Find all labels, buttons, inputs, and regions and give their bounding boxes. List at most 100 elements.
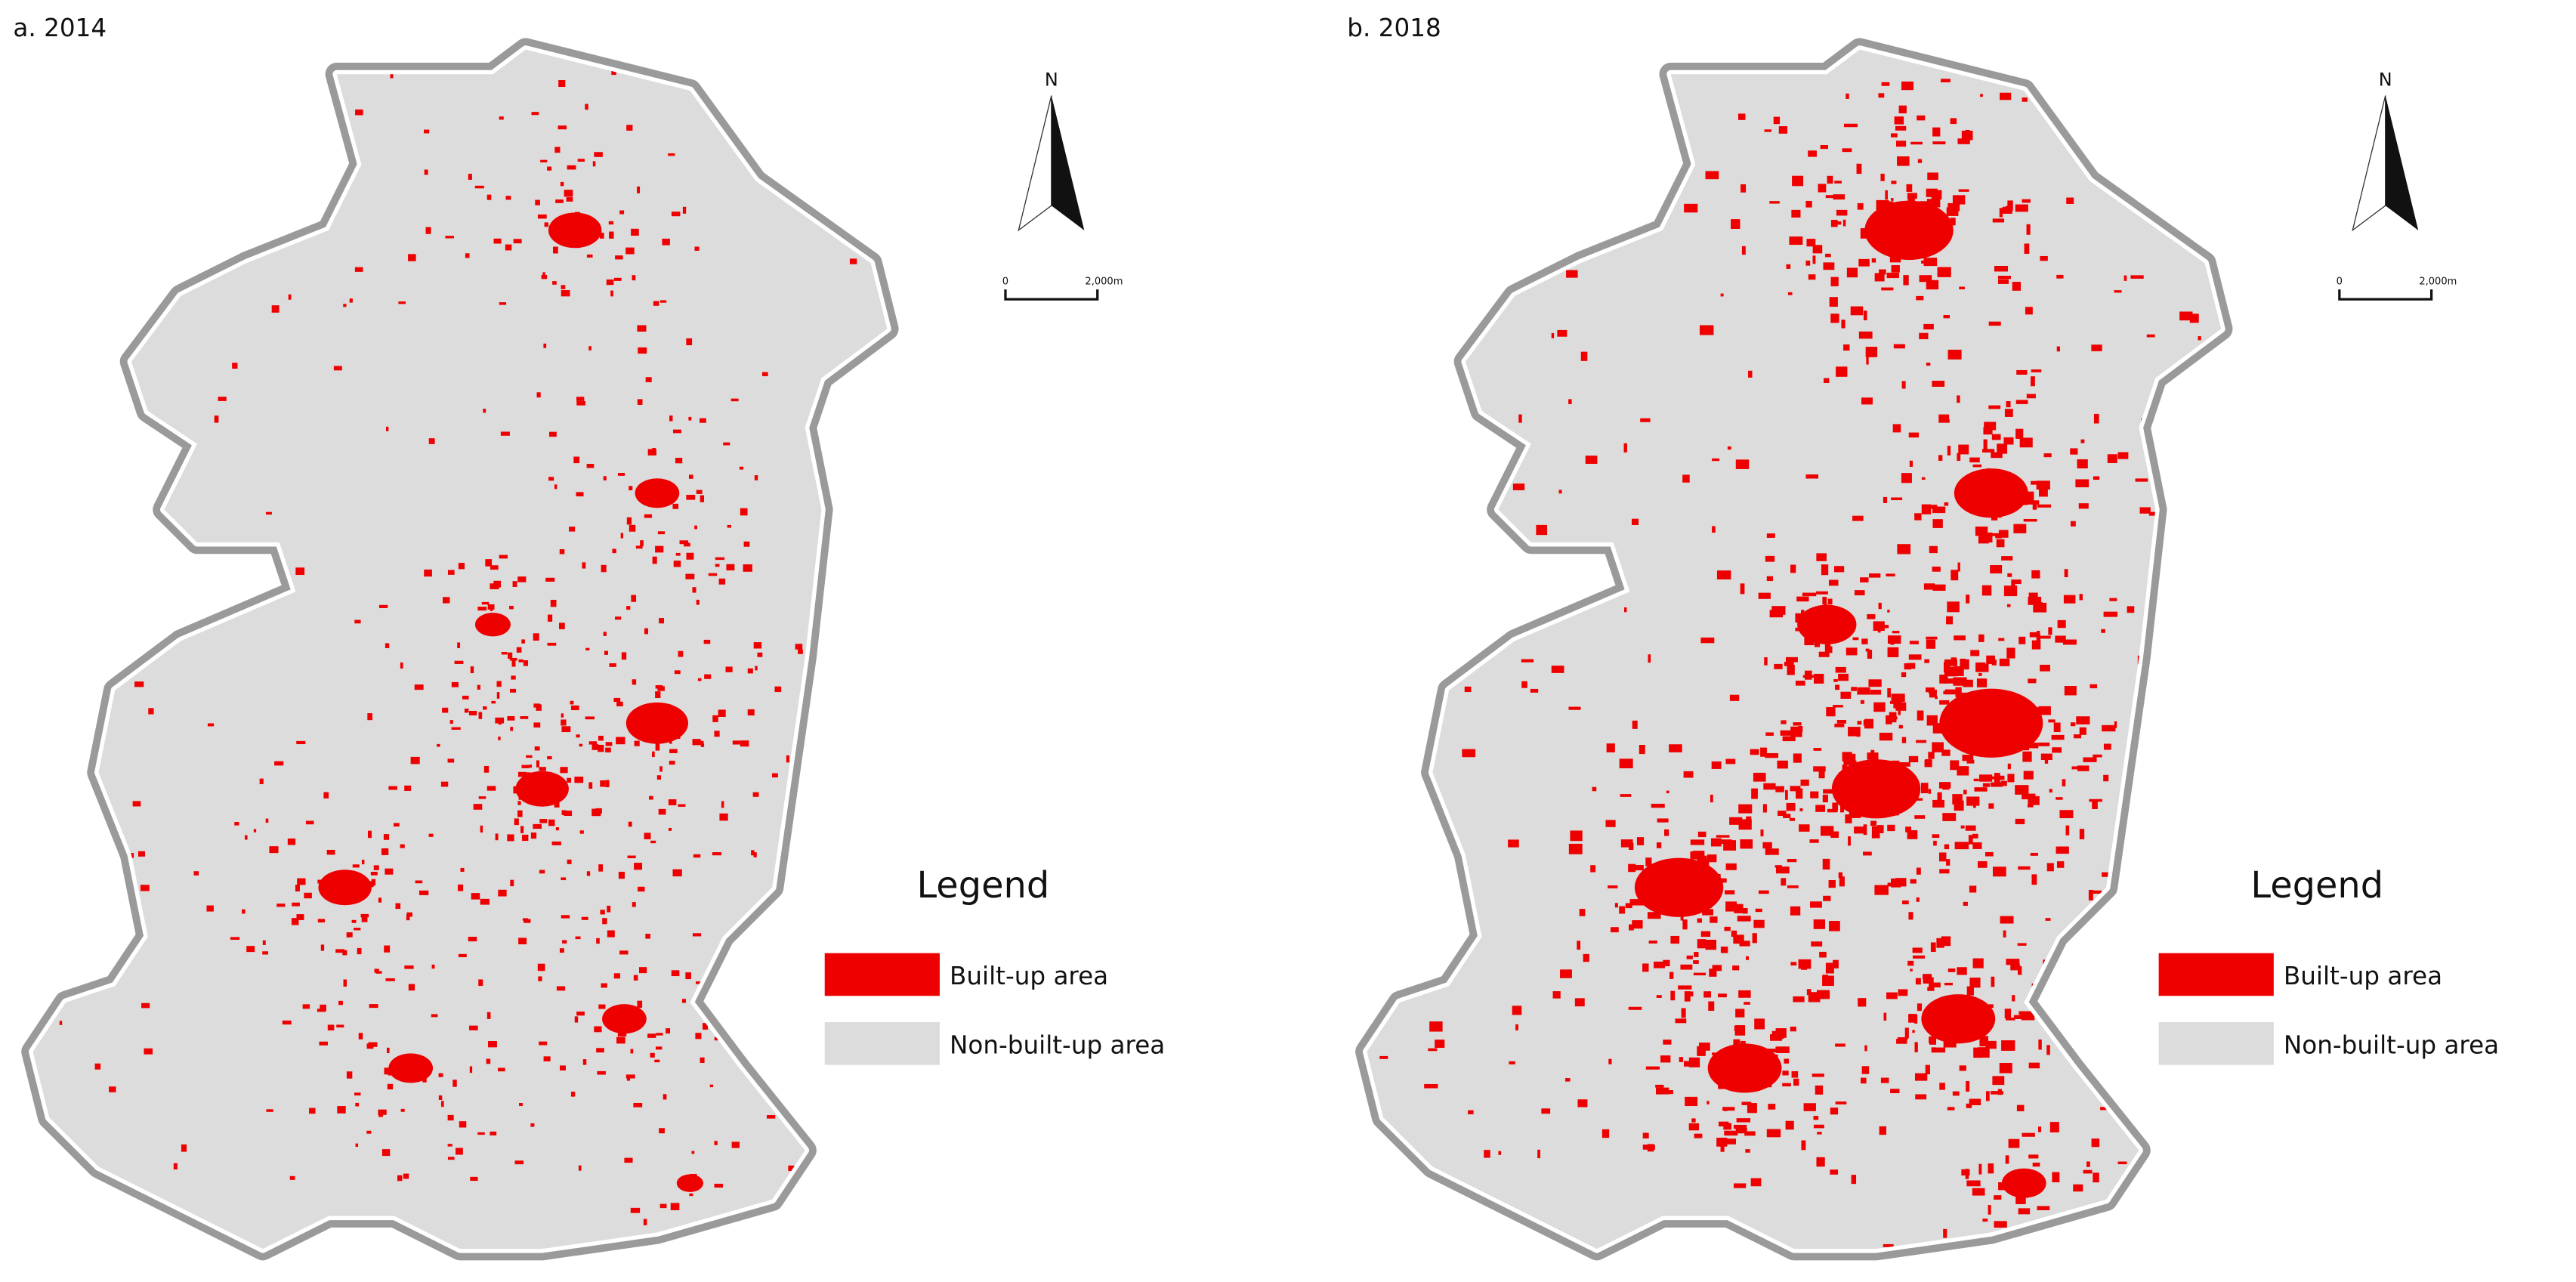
built-up-patch xyxy=(1619,758,1633,768)
built-up-patch xyxy=(2052,747,2062,753)
built-up-patch xyxy=(1395,774,1404,780)
built-up-patch xyxy=(1842,765,1848,774)
built-up-patch xyxy=(2025,307,2033,315)
built-up-patch xyxy=(385,643,390,648)
built-up-patch xyxy=(1711,761,1722,769)
built-up-patch xyxy=(2011,583,2015,587)
built-up-patch xyxy=(691,1151,695,1154)
built-up-patch xyxy=(558,240,564,244)
built-up-patch xyxy=(1813,1124,1824,1129)
built-up-patch xyxy=(1740,1040,1746,1052)
built-up-patch xyxy=(1660,909,1663,914)
built-up-patch xyxy=(1729,817,1743,825)
built-up-patch xyxy=(2018,866,2031,870)
built-up-patch xyxy=(1903,275,1909,286)
built-up-patch xyxy=(1936,224,1950,233)
built-up-patch xyxy=(1782,1070,1789,1076)
built-up-patch xyxy=(714,1036,721,1041)
built-up-patch xyxy=(2004,1009,2012,1018)
built-up-patch xyxy=(694,246,700,251)
built-up-patch xyxy=(383,834,390,840)
built-up-patch xyxy=(1907,257,1913,260)
built-up-patch xyxy=(743,564,752,572)
built-up-patch xyxy=(536,760,539,768)
built-up-patch xyxy=(514,818,519,826)
built-up-patch xyxy=(1812,1073,1824,1077)
built-up-patch xyxy=(2093,413,2099,424)
built-up-patch xyxy=(2090,684,2098,689)
built-up-patch xyxy=(385,978,395,981)
built-up-patch xyxy=(1805,474,1819,479)
built-up-patch xyxy=(721,801,724,808)
built-up-patch xyxy=(2092,800,2098,809)
built-up-patch xyxy=(610,290,613,297)
built-up-patch xyxy=(1991,659,1997,666)
built-up-patch xyxy=(1566,270,1578,278)
built-up-patch xyxy=(1838,673,1849,681)
built-up-core xyxy=(2001,1168,2046,1198)
built-up-patch xyxy=(1986,655,1995,665)
built-up-patch xyxy=(2056,861,2065,868)
built-up-patch xyxy=(1907,195,1915,205)
built-up-patch xyxy=(635,545,643,549)
built-up-patch xyxy=(1926,715,1938,726)
built-up-patch xyxy=(1966,796,1980,806)
built-up-patch xyxy=(560,181,564,187)
built-up-core xyxy=(1634,857,1724,917)
built-up-patch xyxy=(560,1065,566,1070)
built-up-patch xyxy=(352,864,360,868)
built-up-patch xyxy=(2011,726,2022,730)
built-up-patch xyxy=(1997,514,2002,518)
built-up-patch xyxy=(1697,918,1702,923)
built-up-patch xyxy=(1822,638,1836,641)
built-up-patch xyxy=(1857,202,1864,210)
built-up-patch xyxy=(637,1000,643,1008)
built-up-patch xyxy=(35,629,43,635)
built-up-patch xyxy=(576,492,584,497)
built-up-patch xyxy=(307,102,311,107)
built-up-patch xyxy=(616,701,623,706)
built-up-patch xyxy=(1585,456,1598,464)
built-up-patch xyxy=(677,720,681,723)
built-up-patch xyxy=(1848,836,1851,846)
built-up-patch xyxy=(1557,329,1568,337)
built-up-patch xyxy=(1891,181,1897,184)
built-up-patch xyxy=(700,743,705,747)
built-up-patch xyxy=(594,1026,602,1033)
built-up-patch xyxy=(1916,897,1920,902)
built-up-patch xyxy=(458,563,465,570)
built-up-patch xyxy=(2114,290,2122,293)
built-up-patch xyxy=(626,606,631,610)
built-up-patch xyxy=(1846,93,1849,99)
built-up-patch xyxy=(1795,613,1803,623)
built-up-patch xyxy=(2032,1162,2040,1167)
built-up-patch xyxy=(1866,354,1869,365)
built-up-patch xyxy=(1826,707,1836,717)
built-up-patch xyxy=(1693,960,1699,964)
built-up-patch xyxy=(478,796,486,799)
built-up-patch xyxy=(326,885,332,893)
built-up-patch xyxy=(602,918,607,925)
built-up-patch xyxy=(1914,513,1922,521)
built-up-patch xyxy=(1959,1065,1966,1071)
built-up-patch xyxy=(1966,759,1975,764)
built-up-patch xyxy=(731,1141,740,1148)
built-up-patch xyxy=(292,902,300,907)
built-up-patch xyxy=(1512,483,1525,490)
built-up-patch xyxy=(1750,749,1759,755)
built-up-patch xyxy=(1740,839,1753,849)
built-up-patch xyxy=(1974,787,1988,792)
built-up-patch xyxy=(1941,749,1951,756)
built-up-patch xyxy=(616,737,625,745)
built-up-patch xyxy=(2001,556,2013,561)
built-up-patch xyxy=(615,616,622,620)
built-up-patch xyxy=(559,948,564,953)
built-up-patch xyxy=(498,889,507,897)
built-up-patch xyxy=(1822,975,1834,987)
built-up-patch xyxy=(1923,583,1935,590)
built-up-patch xyxy=(1630,864,1644,871)
built-up-patch xyxy=(554,484,558,490)
built-up-patch xyxy=(592,161,596,167)
built-up-patch xyxy=(576,242,580,249)
built-up-patch xyxy=(564,190,573,197)
